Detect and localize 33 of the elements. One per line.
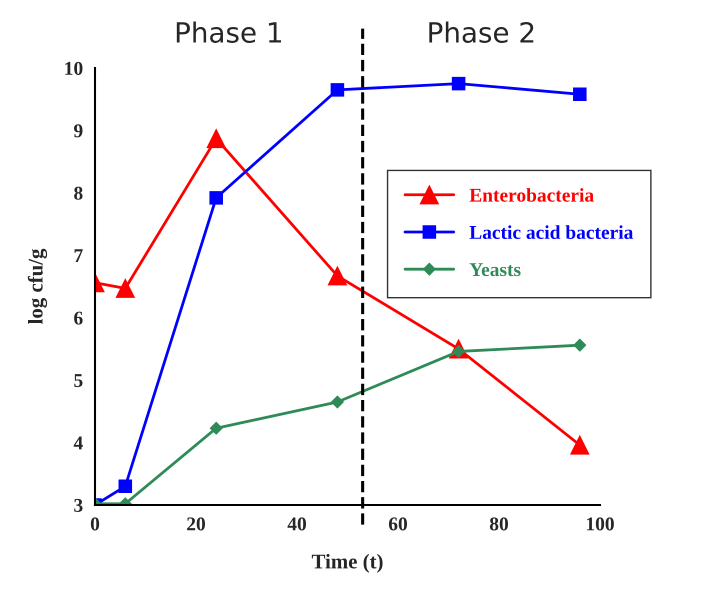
point bbox=[573, 338, 586, 352]
point bbox=[328, 266, 347, 286]
point bbox=[330, 396, 344, 408]
text: Phase 1 bbox=[176, 21, 281, 43]
x-tick-label: 80 bbox=[490, 517, 508, 530]
x-tick-label: 40 bbox=[288, 517, 306, 530]
y-tick-label: 9 bbox=[74, 124, 82, 138]
legend-label: Yeasts bbox=[470, 263, 521, 276]
point bbox=[210, 422, 223, 435]
point bbox=[573, 87, 587, 101]
x-tick-label: 20 bbox=[187, 517, 205, 530]
point bbox=[330, 83, 344, 97]
y-tick-label: 8 bbox=[74, 186, 83, 200]
x-axis-title: Time (t) bbox=[312, 554, 383, 573]
y-tick-label: 3 bbox=[74, 498, 83, 512]
y-tick-label: 6 bbox=[74, 312, 83, 325]
x-tick-label: 100 bbox=[586, 517, 614, 530]
x-tick-label: 60 bbox=[388, 517, 407, 530]
y-tick-label: 5 bbox=[74, 374, 82, 388]
point bbox=[118, 480, 132, 494]
point bbox=[452, 76, 466, 90]
point bbox=[209, 191, 223, 205]
y-tick-label: 4 bbox=[74, 436, 83, 450]
x-tick-label: 0 bbox=[90, 517, 100, 530]
text: Phase 2 bbox=[429, 21, 534, 43]
y-tick-label: 7 bbox=[74, 249, 83, 262]
point bbox=[570, 436, 590, 455]
point bbox=[116, 278, 135, 298]
y-tick-label: 10 bbox=[65, 62, 82, 75]
legend-label: Lactic acid bacteria bbox=[470, 225, 634, 239]
point bbox=[206, 128, 226, 148]
y-axis-title: log cfu/g bbox=[28, 248, 48, 324]
legend-label: Enterobacteria bbox=[470, 188, 594, 202]
